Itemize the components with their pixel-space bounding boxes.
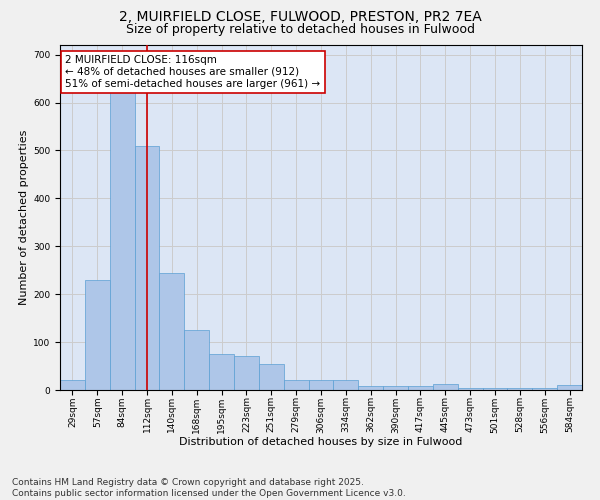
Bar [160,272,184,390]
Bar [383,386,408,390]
Bar [408,386,433,390]
Bar [209,354,234,390]
Bar [532,388,557,390]
Text: 2 MUIRFIELD CLOSE: 116sqm
← 48% of detached houses are smaller (912)
51% of semi: 2 MUIRFIELD CLOSE: 116sqm ← 48% of detac… [65,56,320,88]
Bar [110,84,134,390]
Bar [508,388,532,390]
Y-axis label: Number of detached properties: Number of detached properties [19,130,29,305]
Bar [358,386,383,390]
Bar [308,380,334,390]
Bar [60,380,85,390]
Text: Contains HM Land Registry data © Crown copyright and database right 2025.
Contai: Contains HM Land Registry data © Crown c… [12,478,406,498]
Bar [85,280,110,390]
Bar [284,380,308,390]
Bar [458,388,482,390]
Text: 2, MUIRFIELD CLOSE, FULWOOD, PRESTON, PR2 7EA: 2, MUIRFIELD CLOSE, FULWOOD, PRESTON, PR… [119,10,481,24]
Bar [134,146,160,390]
Bar [482,388,508,390]
Bar [334,380,358,390]
X-axis label: Distribution of detached houses by size in Fulwood: Distribution of detached houses by size … [179,437,463,447]
Bar [234,356,259,390]
Bar [433,384,458,390]
Bar [557,385,582,390]
Bar [184,330,209,390]
Text: Size of property relative to detached houses in Fulwood: Size of property relative to detached ho… [125,22,475,36]
Bar [259,364,284,390]
